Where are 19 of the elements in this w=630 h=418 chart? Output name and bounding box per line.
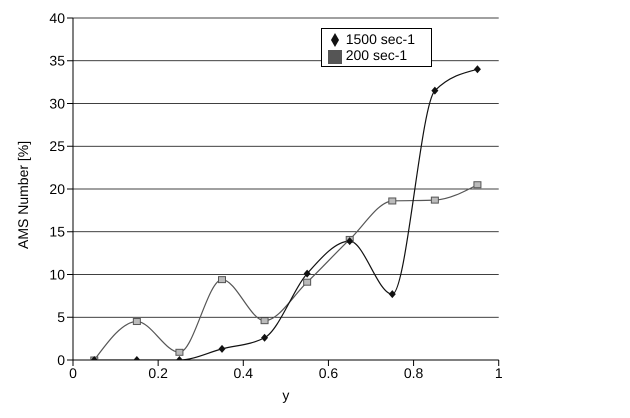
legend-label: 200 sec-1 xyxy=(346,47,408,64)
y-axis-title: AMS Number [%] xyxy=(14,140,31,249)
x-axis-title: y xyxy=(282,387,290,403)
x-tick-label: 1 xyxy=(494,364,503,381)
y-tick-label: 0 xyxy=(57,352,66,368)
y-tick-label: 25 xyxy=(49,138,66,154)
y-tick-label: 40 xyxy=(49,10,66,26)
x-tick-label: 0.2 xyxy=(148,364,168,381)
legend-label: 1500 sec-1 xyxy=(346,31,415,47)
x-tick-label: 0.8 xyxy=(404,364,424,381)
x-tick-label: 0.6 xyxy=(318,364,338,381)
x-tick-label: 0 xyxy=(69,364,78,381)
y-tick-label: 5 xyxy=(57,309,66,326)
y-tick-label: 30 xyxy=(49,95,66,112)
y-tick-label: 35 xyxy=(49,52,66,69)
y-tick-label: 10 xyxy=(49,266,66,282)
y-tick-label: 20 xyxy=(49,180,66,197)
x-tick-label: 0.4 xyxy=(234,364,254,381)
y-tick-label: 15 xyxy=(49,224,66,240)
